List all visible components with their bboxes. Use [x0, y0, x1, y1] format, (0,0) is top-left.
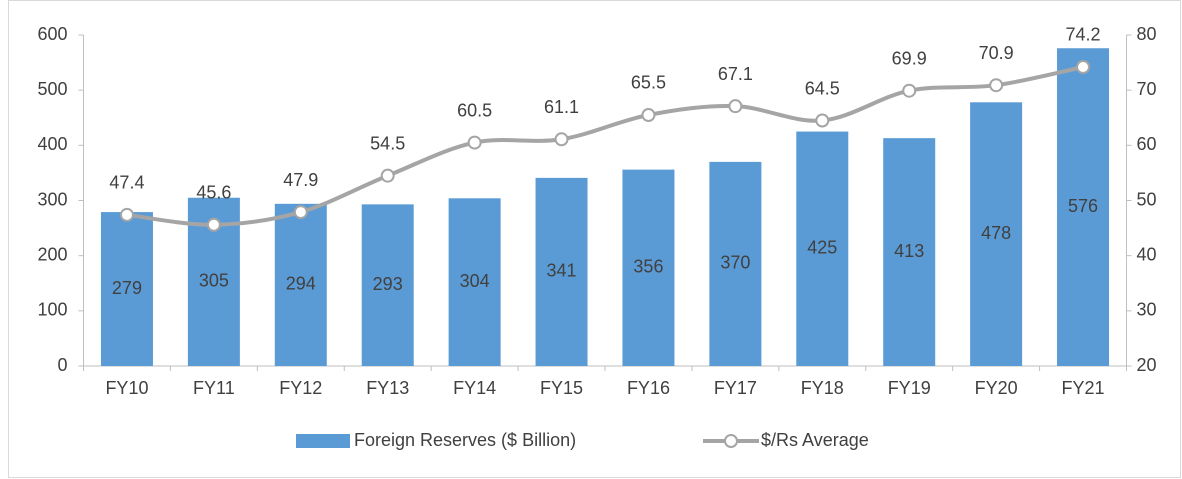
- x-tick-label: FY17: [714, 378, 757, 398]
- bar-value-label: 356: [633, 257, 663, 277]
- line: [126, 65, 1084, 227]
- bar: [361, 204, 414, 366]
- bar-value-label: 341: [547, 261, 577, 281]
- y-tick-label: 100: [37, 300, 67, 320]
- line-point: [293, 205, 308, 220]
- x-tick-label: FY21: [1062, 378, 1105, 398]
- x-tick-label: FY18: [801, 378, 844, 398]
- bar-value-label: 576: [1068, 196, 1098, 216]
- line-point: [641, 107, 656, 122]
- bar: [535, 177, 588, 366]
- bar-value-label: 294: [286, 274, 316, 294]
- line-value-label: 47.9: [283, 170, 318, 190]
- y-tick-label: 300: [37, 189, 67, 209]
- bar: [622, 169, 675, 366]
- bar: [709, 161, 762, 366]
- line-point: [1076, 59, 1091, 74]
- line-value-label: 45.6: [196, 183, 231, 203]
- line-point: [206, 217, 221, 232]
- line-point: [554, 132, 569, 147]
- line-value-label: 69.9: [892, 48, 927, 68]
- x-tick-label: FY13: [366, 378, 409, 398]
- legend-swatch: [296, 434, 350, 448]
- y2-tick-label: 20: [1137, 355, 1157, 375]
- line-point: [728, 99, 743, 114]
- line-point: [119, 207, 134, 222]
- y-tick-label: 400: [37, 134, 67, 154]
- line-value-label: 47.4: [109, 173, 144, 193]
- bar-value-label: 370: [720, 253, 750, 273]
- y2-tick-label: 60: [1137, 134, 1157, 154]
- legend-label: Foreign Reserves ($ Billion): [354, 430, 576, 450]
- bar-value-label: 304: [460, 271, 490, 291]
- y-tick-label: 500: [37, 79, 67, 99]
- bar: [274, 203, 327, 366]
- x-tick-label: FY14: [453, 378, 496, 398]
- y2-tick-label: 80: [1137, 24, 1157, 44]
- y2-tick-label: 50: [1137, 189, 1157, 209]
- chart-frame: [8, 0, 1181, 478]
- legend-label: $/Rs Average: [761, 430, 869, 450]
- line-point: [989, 78, 1004, 93]
- x-tick-label: FY16: [627, 378, 670, 398]
- line-point: [815, 113, 830, 128]
- line-value-label: 54.5: [370, 133, 405, 153]
- bar: [1057, 48, 1110, 367]
- bar-value-label: 478: [981, 223, 1011, 243]
- x-tick-label: FY20: [975, 378, 1018, 398]
- y2-tick-label: 70: [1137, 79, 1157, 99]
- x-tick-label: FY11: [193, 378, 235, 398]
- y2-tick-label: 30: [1137, 300, 1157, 320]
- line-value-label: 64.5: [805, 78, 840, 98]
- line-point: [902, 83, 917, 98]
- y2-tick-label: 40: [1137, 244, 1157, 264]
- bar-value-label: 305: [199, 271, 229, 291]
- y-tick-label: 0: [57, 355, 67, 375]
- line-value-label: 74.2: [1066, 25, 1101, 45]
- legend-marker: [724, 434, 738, 448]
- bar-value-label: 413: [894, 241, 924, 261]
- line-value-label: 67.1: [718, 64, 753, 84]
- y-tick-label: 600: [37, 24, 67, 44]
- line-value-label: 70.9: [979, 43, 1014, 63]
- x-tick-label: FY10: [105, 378, 148, 398]
- bar-value-label: 425: [807, 238, 837, 258]
- line-value-label: 60.5: [457, 100, 492, 120]
- bar-value-label: 293: [373, 274, 403, 294]
- bar-value-label: 279: [112, 278, 142, 298]
- bar: [970, 102, 1023, 366]
- x-tick-label: FY19: [888, 378, 931, 398]
- line-value-label: 65.5: [631, 73, 666, 93]
- line-point: [467, 135, 482, 150]
- bar: [448, 198, 501, 366]
- line-value-label: 61.1: [544, 97, 579, 117]
- line-point: [380, 168, 395, 183]
- bar: [100, 212, 153, 366]
- bar: [796, 131, 849, 366]
- x-tick-label: FY15: [540, 378, 583, 398]
- x-tick-label: FY12: [279, 378, 322, 398]
- bar: [883, 138, 936, 366]
- y-tick-label: 200: [37, 244, 67, 264]
